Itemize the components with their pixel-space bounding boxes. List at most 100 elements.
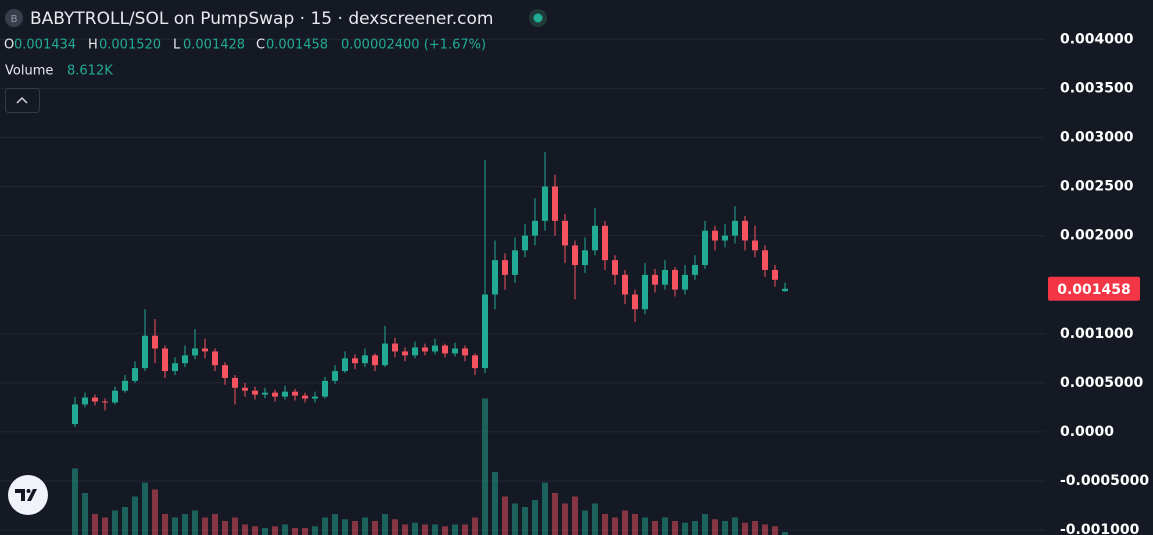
candle-body [722, 235, 728, 241]
candle-body [462, 348, 468, 356]
candle-body [492, 260, 498, 295]
volume-bar [472, 517, 478, 535]
candle-body [532, 220, 538, 236]
candle-body [602, 225, 608, 261]
volume-bar [422, 524, 428, 535]
candle-body [432, 345, 438, 352]
collapse-icon[interactable] [16, 96, 28, 104]
candle-body [312, 396, 318, 399]
candle-body [572, 245, 578, 266]
collapse-button-frame[interactable] [5, 88, 40, 113]
volume-bar [262, 528, 268, 535]
y-tick-label: 0.0000 [1060, 424, 1114, 440]
candle-body [292, 391, 298, 396]
candle-body [332, 371, 338, 381]
candle-body [632, 294, 638, 310]
legend-key: L [173, 38, 181, 53]
volume-bar [622, 510, 628, 535]
volume-bar [602, 514, 608, 535]
candle-body [102, 401, 108, 403]
candle-body [182, 355, 188, 364]
logo-circle[interactable] [8, 475, 48, 515]
candle-body [482, 294, 488, 369]
token-icon-letter: B [11, 14, 18, 25]
candle-body [782, 288, 788, 292]
volume-bar [642, 517, 648, 535]
volume-bar [552, 493, 558, 535]
volume-bar [202, 517, 208, 535]
collapse-button[interactable] [5, 88, 40, 113]
y-tick-label: 0.004000 [1060, 31, 1134, 47]
volume-bar [612, 517, 618, 535]
volume-bar [332, 514, 338, 535]
volume-bar [392, 519, 398, 535]
candle-body [192, 348, 198, 356]
volume-bar [772, 526, 778, 535]
candle-body [82, 397, 88, 405]
candle-body [402, 351, 408, 356]
volume-bar [382, 514, 388, 535]
volume-bar [222, 521, 228, 535]
volume-bar [152, 489, 158, 535]
volume-bar [572, 496, 578, 535]
candle-body [422, 347, 428, 352]
candle-body [552, 186, 558, 221]
candle-body [522, 235, 528, 251]
volume-value: 8.612K [67, 64, 113, 79]
volume-bar [72, 468, 78, 535]
candle-body [202, 348, 208, 352]
volume-bar [672, 521, 678, 535]
volume-bar [742, 522, 748, 535]
candle-body [392, 343, 398, 352]
legend-value: 0.001428 [183, 38, 245, 53]
candle-body [612, 260, 618, 275]
volume-bar [652, 521, 658, 535]
candle-body [672, 269, 678, 290]
y-tick-label: -0.0005000 [1060, 473, 1149, 489]
volume-bar [582, 510, 588, 535]
candle-body [412, 347, 418, 356]
logo-dot[interactable] [26, 489, 31, 493]
volume-bar [762, 524, 768, 535]
volume-bar [352, 521, 358, 535]
volume-bar [182, 514, 188, 535]
candle-body [152, 335, 158, 349]
candle-body [72, 404, 78, 425]
candle-body [662, 269, 668, 285]
candle-body [362, 355, 368, 364]
candle-body [712, 230, 718, 241]
volume-bar [342, 519, 348, 535]
legend-value: 0.001520 [99, 38, 161, 53]
volume-bar [82, 493, 88, 535]
status-dot [533, 13, 543, 23]
volume-bar [502, 496, 508, 535]
volume-bar [452, 524, 458, 535]
candle-body [282, 391, 288, 397]
legend-key: C [256, 38, 265, 53]
volume-bar [462, 524, 468, 535]
candle-body [372, 355, 378, 366]
volume-bar [232, 517, 238, 535]
candle-layer [72, 152, 788, 428]
volume-bar [682, 522, 688, 535]
candle-body [762, 250, 768, 270]
volume-bar [512, 503, 518, 535]
y-tick-label: 0.002500 [1060, 179, 1134, 195]
volume-bar [372, 521, 378, 535]
volume-bar [132, 496, 138, 535]
volume-bar [532, 500, 538, 535]
volume-bar [192, 510, 198, 535]
candle-body [242, 387, 248, 391]
candle-body [382, 343, 388, 366]
y-tick-label: 0.0005000 [1060, 375, 1144, 391]
candle-body [472, 355, 478, 369]
volume-bar [752, 521, 758, 535]
volume-bar [442, 526, 448, 535]
logo-mark[interactable] [15, 489, 37, 501]
tradingview-logo[interactable] [8, 475, 48, 515]
candle-body [262, 392, 268, 395]
chart-title: BABYTROLL/SOL on PumpSwap · 15 · dexscre… [30, 9, 493, 29]
candle-body [502, 260, 508, 275]
volume-bar [162, 514, 168, 535]
volume-bar [692, 521, 698, 535]
